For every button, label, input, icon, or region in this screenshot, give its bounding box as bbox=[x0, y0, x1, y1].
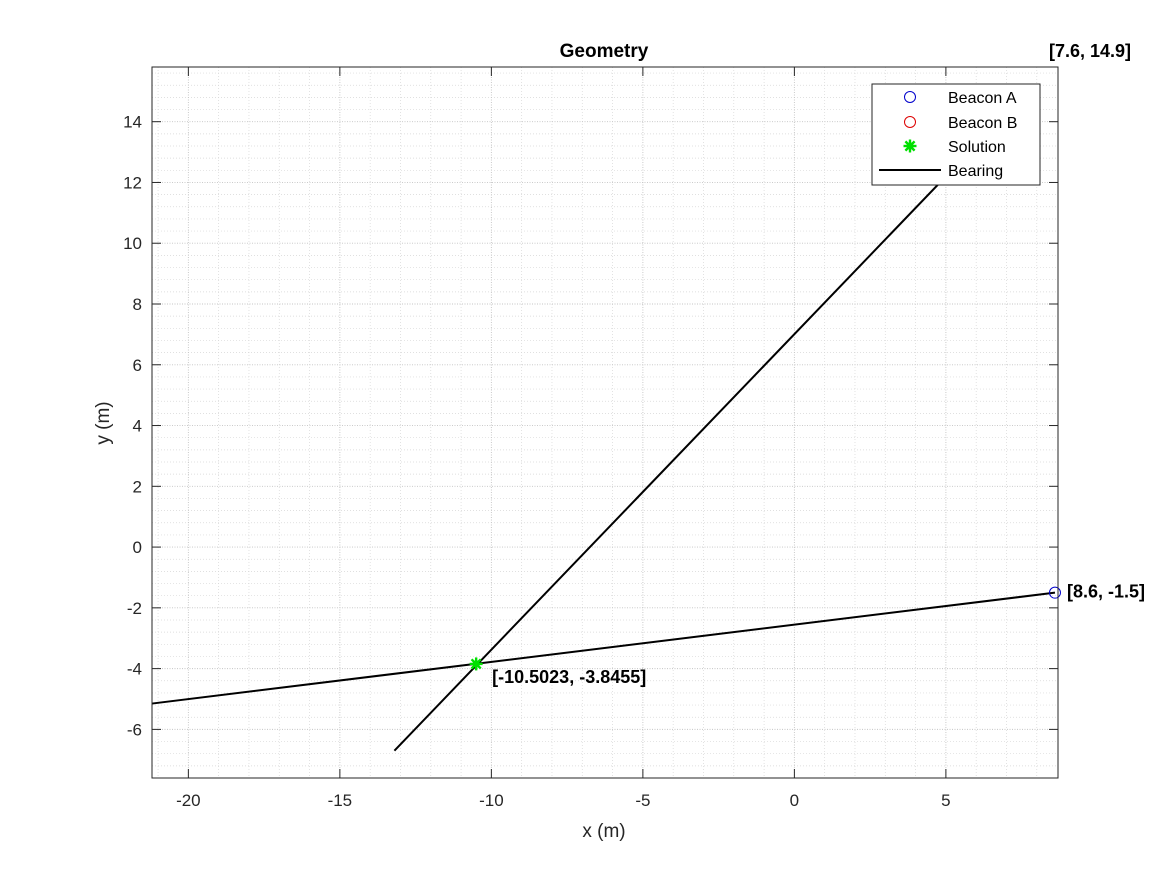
point-annotation: [-10.5023, -3.8455] bbox=[492, 667, 646, 687]
x-tick-label: -15 bbox=[328, 791, 353, 810]
point-annotation: [7.6, 14.9] bbox=[1049, 41, 1131, 61]
ticks bbox=[152, 67, 1058, 778]
y-tick-label: -2 bbox=[127, 599, 142, 618]
x-tick-label: 0 bbox=[790, 791, 799, 810]
point-annotation: [8.6, -1.5] bbox=[1067, 582, 1145, 602]
solution-marker bbox=[469, 657, 483, 671]
y-tick-label: 14 bbox=[123, 113, 142, 132]
y-axis-label: y (m) bbox=[93, 401, 114, 444]
axes-frame bbox=[151, 66, 1059, 779]
y-tick-label: 6 bbox=[133, 356, 142, 375]
y-tick-label: 2 bbox=[133, 477, 142, 496]
legend-solution-asterisk-core bbox=[906, 142, 914, 150]
x-tick-label: -5 bbox=[635, 791, 650, 810]
legend-box bbox=[871, 83, 1041, 186]
legend-beacon-a-label: Beacon A bbox=[948, 90, 1017, 107]
legend-beacon-b-label: Beacon B bbox=[948, 115, 1017, 132]
x-tick-label: -20 bbox=[176, 791, 201, 810]
axes-box bbox=[151, 66, 1059, 779]
legend-beacon-b-marker bbox=[904, 116, 916, 128]
x-tick-label: -10 bbox=[479, 791, 504, 810]
annotations: [7.6, 14.9] [8.6, -1.5] [-10.5023, -3.8455… bbox=[492, 41, 1145, 687]
legend-solution-label: Solution bbox=[948, 139, 1006, 156]
bearing-line bbox=[393, 93, 1026, 752]
legend-bearing-label: Bearing bbox=[948, 163, 1003, 180]
minor-grid bbox=[152, 67, 1058, 778]
legend-solution-marker bbox=[903, 139, 917, 153]
y-tick-label: 12 bbox=[123, 173, 142, 192]
chart-title: Geometry bbox=[560, 41, 649, 62]
legend-beacon-a-marker bbox=[904, 91, 916, 103]
y-tick-label: -6 bbox=[127, 720, 142, 739]
y-tick-label: 0 bbox=[133, 538, 142, 557]
x-tick-label: 5 bbox=[941, 791, 950, 810]
y-tick-label: 8 bbox=[133, 295, 142, 314]
plot-lines bbox=[151, 93, 1056, 752]
y-tick-label: 4 bbox=[133, 417, 142, 436]
plot-markers bbox=[469, 586, 1061, 671]
major-grid bbox=[152, 67, 1058, 778]
legend-solution-asterisk bbox=[903, 139, 917, 153]
legend: Beacon A Beacon B Solution Bearing bbox=[871, 83, 1041, 186]
solution-marker-core bbox=[472, 660, 480, 668]
x-axis-label: x (m) bbox=[582, 821, 625, 842]
y-tick-label: 10 bbox=[123, 234, 142, 253]
y-tick-label: -4 bbox=[127, 660, 142, 679]
beacon-a-marker bbox=[1048, 586, 1061, 599]
bearing-line bbox=[151, 591, 1056, 705]
